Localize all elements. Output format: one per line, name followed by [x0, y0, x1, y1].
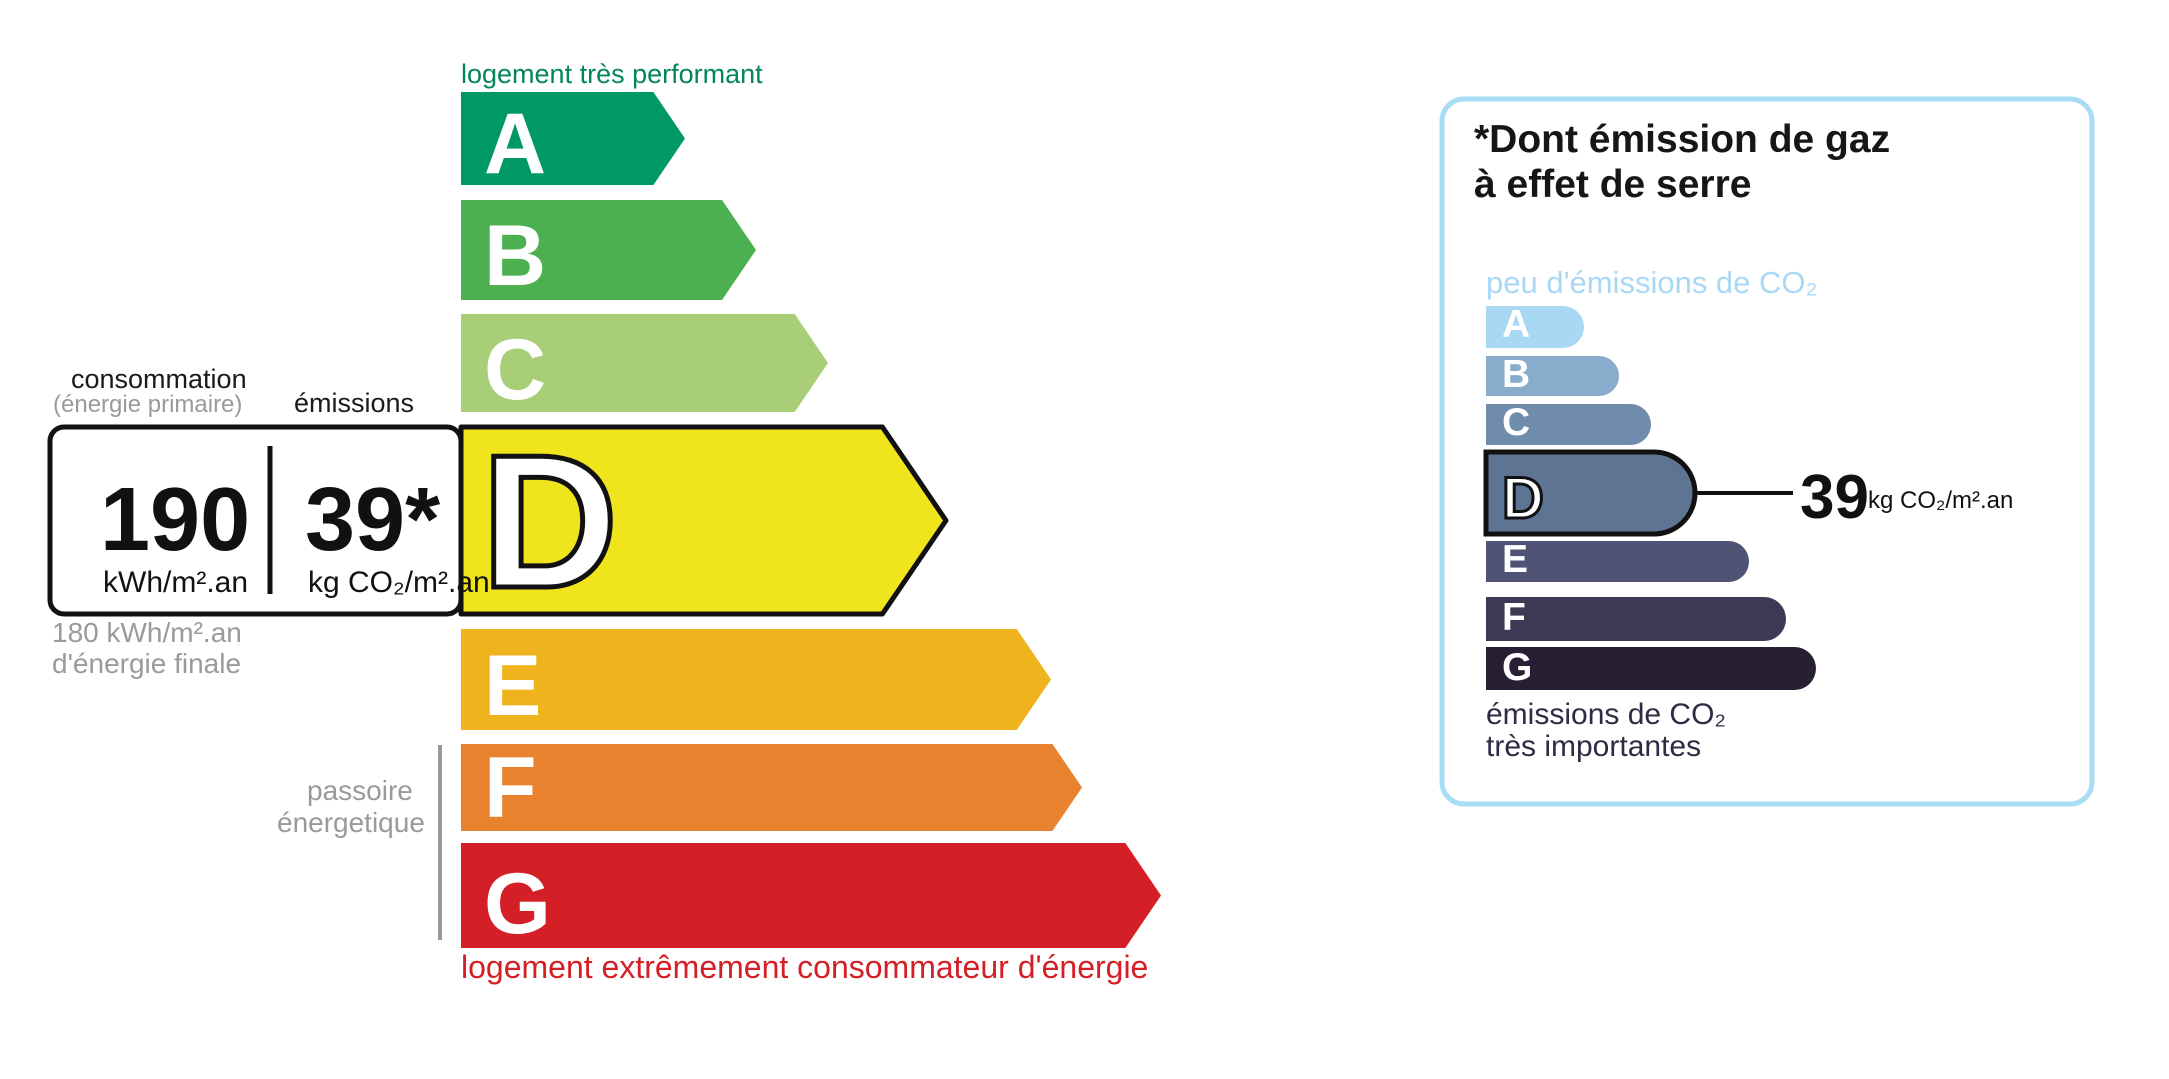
svg-text:E: E — [484, 638, 541, 734]
svg-text:émissions de CO₂: émissions de CO₂ — [1486, 698, 1726, 731]
svg-text:D: D — [1502, 466, 1544, 531]
svg-text:à effet de serre: à effet de serre — [1474, 163, 1751, 206]
svg-text:F: F — [484, 740, 537, 836]
svg-text:très importantes: très importantes — [1486, 730, 1701, 763]
svg-text:consommation: consommation — [71, 364, 247, 394]
svg-text:*Dont émission de gaz: *Dont émission de gaz — [1474, 118, 1890, 161]
svg-text:B: B — [484, 208, 546, 304]
svg-text:E: E — [1502, 538, 1528, 581]
svg-text:(énergie primaire): (énergie primaire) — [53, 391, 242, 418]
svg-text:B: B — [1502, 353, 1530, 396]
svg-text:émissions: émissions — [294, 388, 414, 418]
svg-text:kg CO₂/m².an: kg CO₂/m².an — [1868, 487, 2013, 514]
svg-text:C: C — [484, 322, 546, 418]
svg-text:A: A — [484, 96, 546, 192]
svg-text:F: F — [1502, 596, 1526, 639]
svg-text:190: 190 — [100, 470, 250, 570]
svg-text:passoire: passoire — [307, 775, 413, 806]
svg-text:A: A — [1502, 303, 1530, 346]
svg-text:peu d'émissions de CO₂: peu d'émissions de CO₂ — [1486, 265, 1818, 300]
svg-text:logement extrêmement consommat: logement extrêmement consommateur d'éner… — [461, 949, 1148, 985]
svg-text:180 kWh/m².an: 180 kWh/m².an — [52, 617, 242, 648]
svg-text:kg CO₂/m².an: kg CO₂/m².an — [308, 566, 490, 599]
svg-text:39: 39 — [1800, 463, 1869, 532]
svg-text:d'énergie finale: d'énergie finale — [52, 648, 241, 679]
svg-text:G: G — [1502, 646, 1532, 689]
svg-text:C: C — [1502, 401, 1530, 444]
svg-text:G: G — [484, 856, 551, 952]
svg-text:39*: 39* — [305, 470, 440, 570]
svg-text:logement très performant: logement très performant — [461, 59, 763, 89]
svg-text:énergetique: énergetique — [277, 807, 425, 838]
svg-text:D: D — [481, 416, 618, 628]
svg-text:kWh/m².an: kWh/m².an — [103, 566, 248, 599]
